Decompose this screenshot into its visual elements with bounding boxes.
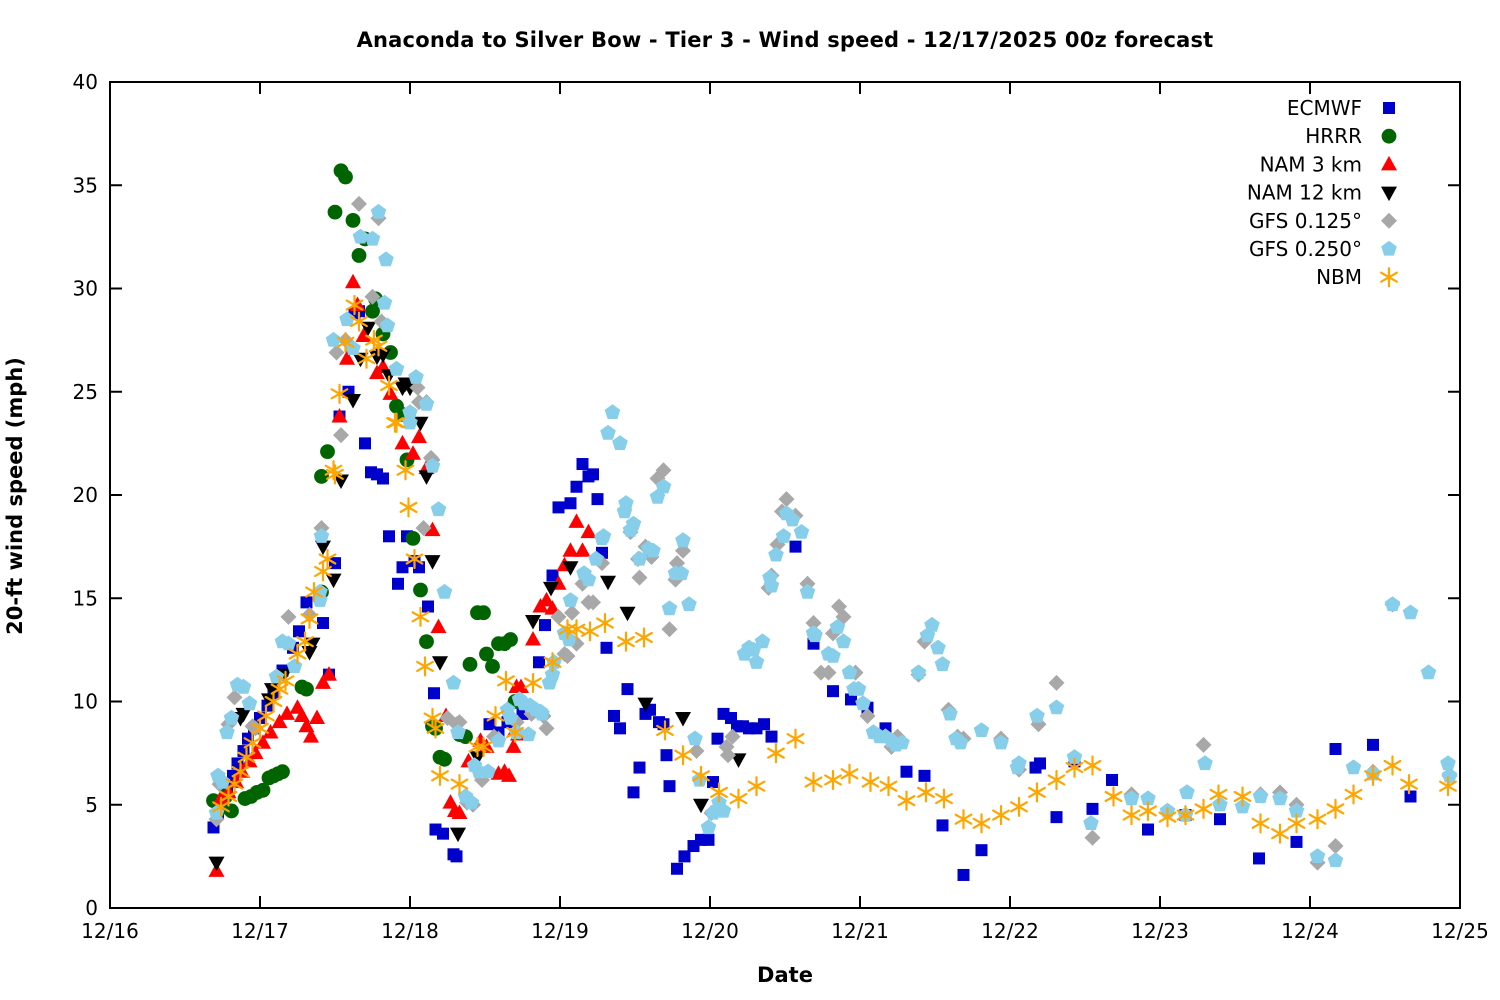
legend-item-ecmwf: ECMWF [1287,96,1395,120]
y-tick-label: 15 [73,586,98,610]
x-tick-label: 12/20 [681,919,739,943]
y-axis-ticks: 0 5 10 15 20 25 30 35 40 [73,70,1460,920]
x-tick-label: 12/19 [531,919,589,943]
y-tick-label: 10 [73,690,98,714]
legend-label: GFS 0.125° [1249,209,1362,233]
chart-title: Anaconda to Silver Bow - Tier 3 - Wind s… [356,28,1214,52]
x-axis-ticks: 12/16 12/17 12/18 12/19 12/20 12/21 12/22 12/23… [81,82,1489,943]
x-tick-label: 12/24 [1281,919,1339,943]
legend-item-hrrr: HRRR [1305,124,1397,148]
x-tick-label: 12/18 [381,919,439,943]
y-tick-label: 25 [73,380,98,404]
y-tick-label: 0 [85,896,98,920]
x-tick-label: 12/17 [231,919,289,943]
legend-item-nbm: NBM [1316,265,1398,289]
series-gfs-0-125- [208,195,1458,871]
x-tick-label: 12/22 [981,919,1039,943]
y-tick-label: 20 [73,483,98,507]
series-nbm [212,294,1457,844]
x-tick-label: 12/25 [1431,919,1489,943]
legend-item-nam-12-km: NAM 12 km [1247,181,1397,205]
y-tick-label: 5 [85,793,98,817]
series-gfs-0-250- [208,203,1458,868]
legend-item-nam-3-km: NAM 3 km [1260,152,1397,176]
series-nam-3-km [208,273,597,877]
legend-item-gfs-0-125-: GFS 0.125° [1249,209,1397,233]
y-tick-label: 35 [73,173,98,197]
legend-label: NAM 3 km [1260,152,1362,176]
legend-label: NBM [1316,265,1362,289]
x-tick-label: 12/16 [81,919,139,943]
y-tick-label: 30 [73,277,98,301]
legend-label: ECMWF [1287,96,1362,120]
y-tick-label: 40 [73,70,98,94]
legend: ECMWF HRRR NAM 3 km NAM 12 km GFS 0.125° GFS … [1247,96,1398,289]
legend-item-gfs-0-250-: GFS 0.250° [1249,237,1397,261]
x-tick-label: 12/21 [831,919,889,943]
x-tick-label: 12/23 [1131,919,1189,943]
x-axis-label: Date [757,963,813,987]
legend-label: NAM 12 km [1247,181,1362,205]
legend-label: HRRR [1305,124,1362,148]
legend-label: GFS 0.250° [1249,237,1362,261]
